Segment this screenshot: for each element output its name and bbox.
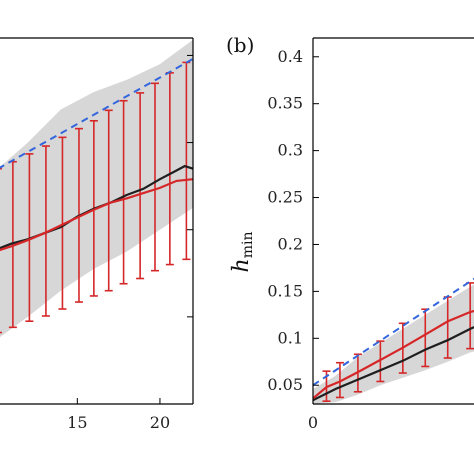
x-tick-label: 0	[308, 413, 318, 432]
confidence-band	[0, 39, 193, 338]
series-line	[313, 277, 474, 387]
error-bar	[41, 145, 50, 317]
error-bar	[335, 361, 344, 399]
error-bar	[104, 109, 113, 292]
error-bar	[119, 99, 128, 285]
plot-area	[313, 277, 474, 404]
panel-b: 050.050.10.150.20.250.30.350.4(b)hmin	[226, 33, 474, 432]
error-bar	[150, 82, 159, 272]
y-axis-title: hmin	[229, 232, 256, 273]
y-tick-label: 0.15	[267, 281, 303, 300]
series-line	[313, 325, 474, 402]
y-tick-label: 0.4	[278, 47, 303, 66]
y-tick-label: 0.05	[267, 375, 303, 394]
y-tick-label: 0.2	[278, 234, 303, 253]
y-tick-label: 0.25	[267, 188, 303, 207]
x-tick-label: 20	[150, 413, 170, 432]
series-line	[0, 58, 193, 169]
error-bar	[376, 340, 385, 383]
error-bar	[0, 167, 2, 334]
x-tick-label: 15	[67, 413, 87, 432]
error-bar	[58, 136, 67, 310]
plot-area	[0, 39, 193, 338]
y-tick-label: 0.1	[278, 328, 303, 347]
y-tick-label: 0.3	[278, 141, 303, 160]
y-tick-label: 0.35	[267, 94, 303, 113]
panel-label: (b)	[226, 33, 254, 57]
y-axis-title-sub: min	[240, 232, 256, 259]
series-line	[313, 309, 474, 400]
series-line	[0, 178, 193, 252]
error-bar	[136, 92, 145, 280]
y-axis-title-main: h	[229, 258, 254, 272]
